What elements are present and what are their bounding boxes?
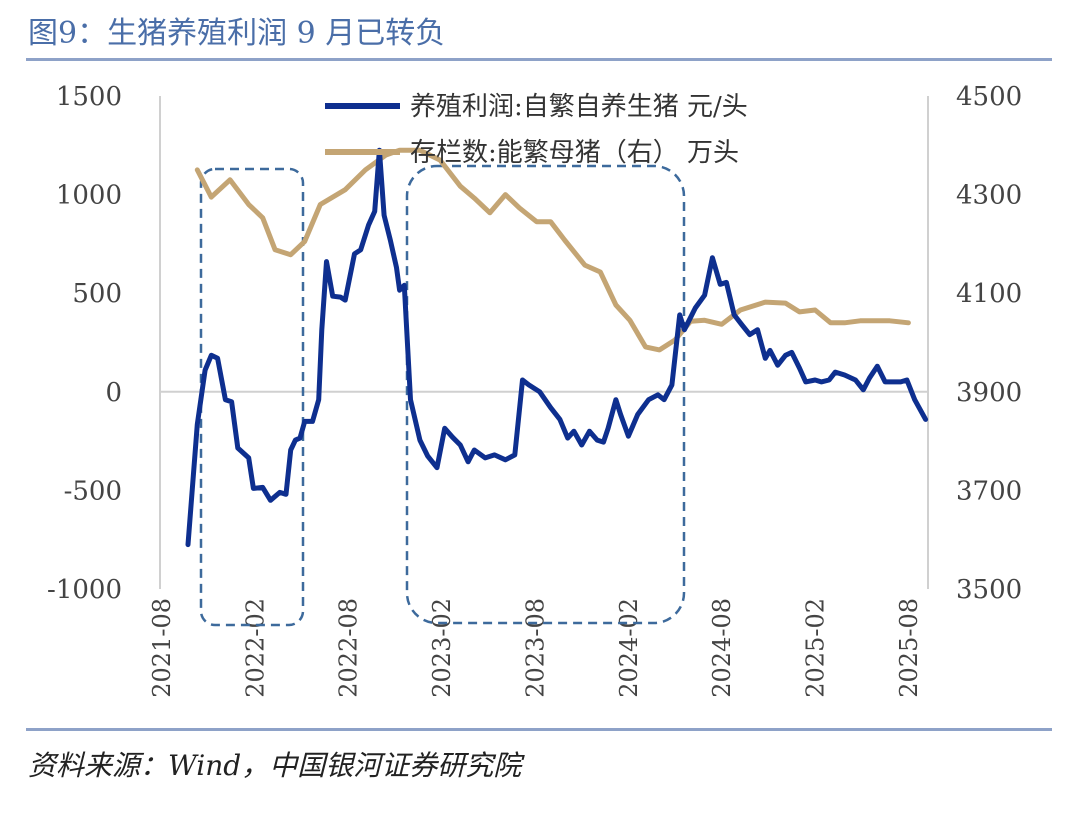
x-tick-label: 2025-02 — [802, 598, 830, 698]
y-right-tick-label: 3900 — [956, 378, 1022, 408]
y-left-tick-label: 1500 — [56, 82, 122, 112]
highlight-box-2023-2024 — [405, 164, 686, 625]
legend-label: 存栏数:能繁母猪（右） 万头 — [410, 138, 739, 168]
y-left-tick-label: 500 — [72, 279, 122, 309]
bottom-rule — [26, 728, 1052, 731]
profit-series-line — [185, 147, 929, 548]
y-right-tick-label: 4300 — [956, 181, 1022, 211]
figure-title: 图9：生猪养殖利润 9 月已转负 — [28, 16, 446, 51]
y-right-tick-label: 4500 — [956, 82, 1022, 112]
highlight-box-2021-2022 — [199, 167, 305, 627]
x-tick-label: 2021-08 — [148, 598, 176, 698]
top-rule — [26, 58, 1052, 61]
x-tick-label: 2024-08 — [708, 598, 736, 698]
source-note: 资料来源：Wind，中国银河证券研究院 — [28, 749, 522, 782]
y-left-tick-label: -1000 — [47, 575, 122, 605]
x-tick-label: 2022-08 — [335, 598, 363, 698]
x-tick-label: 2023-08 — [521, 598, 549, 698]
y-left-tick-label: -500 — [64, 476, 122, 506]
y-right-tick-label: 3500 — [956, 575, 1022, 605]
y-right-tick-label: 3700 — [956, 476, 1022, 506]
sow-inventory-series-line — [194, 147, 911, 353]
x-tick-label: 2025-08 — [895, 598, 923, 698]
x-tick-label: 2023-02 — [428, 598, 456, 698]
y-left-tick-label: 1000 — [56, 181, 122, 211]
x-tick-label: 2024-02 — [615, 598, 643, 698]
y-right-tick-label: 4100 — [956, 279, 1022, 309]
legend-label: 养殖利润:自繁自养生猪 元/头 — [410, 92, 748, 122]
y-left-tick-label: 0 — [105, 378, 122, 408]
x-tick-label: 2022-02 — [241, 598, 269, 698]
